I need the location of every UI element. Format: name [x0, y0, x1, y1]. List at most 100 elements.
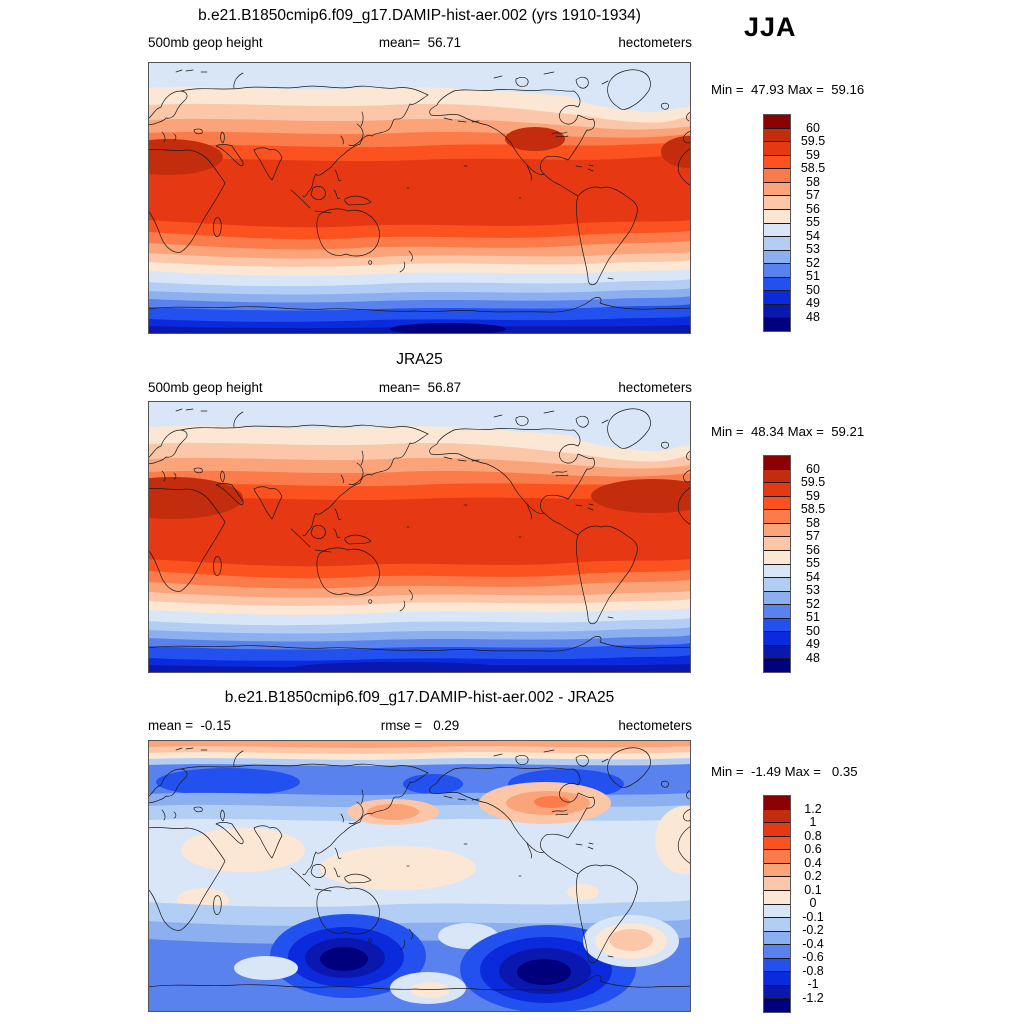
panel1-mean-label: mean= 56.71 [378, 35, 462, 50]
colorbar-cell [764, 877, 790, 891]
colorbar-tick-label: 55 [806, 556, 820, 570]
colorbar-tick-label: 51 [806, 610, 820, 624]
colorbar-tick-label: 0.4 [804, 855, 822, 870]
panel2-units-label: hectometers [618, 380, 692, 395]
colorbar-tick-label: 52 [806, 255, 820, 270]
panel3-rmse-label: rmse = 0.29 [380, 718, 460, 733]
colorbar-tick-label: 55 [806, 215, 820, 229]
colorbar-cell [764, 142, 790, 156]
panel1-minmax: Min = 47.93 Max = 59.16 [711, 82, 865, 97]
panel1-colorbar: 60 59.5 59 58.5 58 57 56 55 54 53 52 51 50 49 48 [763, 114, 839, 332]
colorbar-tick-label: 60 [806, 120, 820, 135]
colorbar-cell [764, 304, 790, 319]
colorbar-cell [764, 496, 790, 511]
colorbar-tick-label: 56 [806, 201, 820, 216]
panel2-stats-row: 500mb geop height mean= 56.87 hectometer… [148, 380, 692, 395]
colorbar-tick-label: 59.5 [800, 475, 826, 489]
panel1-units-label: hectometers [618, 35, 692, 50]
panel1-colorbar-cells [763, 114, 791, 332]
colorbar-tick-label: 0.6 [804, 842, 822, 856]
colorbar-tick-label: 52 [806, 596, 820, 611]
colorbar-cell [764, 985, 790, 1000]
colorbar-cell [764, 999, 790, 1012]
colorbar-cell [764, 128, 790, 143]
colorbar-cell [764, 196, 790, 210]
colorbar-cell [764, 169, 790, 183]
colorbar-cell [764, 850, 790, 864]
colorbar-tick-label: 48 [806, 309, 820, 324]
colorbar-tick-label: 0.1 [804, 882, 822, 897]
panel3-units-label: hectometers [618, 718, 692, 733]
colorbar-cell [764, 550, 790, 565]
colorbar-tick-label: 0 [809, 896, 817, 910]
panel1-colorbar-labels: 60 59.5 59 58.5 58 57 56 55 54 53 52 51 50 49 48 [791, 114, 835, 330]
colorbar-cell [764, 836, 790, 851]
colorbar-cell [764, 223, 790, 238]
colorbar-cell [764, 456, 790, 470]
panel2-mean-label: mean= 56.87 [378, 380, 462, 395]
colorbar-tick-label: 0.2 [804, 869, 822, 883]
panel2-colorbar: 60 59.5 59 58.5 58 57 56 55 54 53 52 51 50 49 48 [763, 455, 839, 673]
map-reference [148, 401, 691, 673]
panel1-stats-row: 500mb geop height mean= 56.71 hectometer… [148, 35, 692, 50]
colorbar-tick-label: -1.2 [802, 990, 824, 1005]
colorbar-tick-label: 56 [806, 542, 820, 557]
panel2-colorbar-labels: 60 59.5 59 58.5 58 57 56 55 54 53 52 51 50 49 48 [791, 455, 835, 671]
colorbar-cell [764, 291, 790, 305]
colorbar-cell [764, 796, 790, 810]
colorbar-tick-label: 1.2 [804, 801, 822, 816]
panel3-minmax: Min = -1.49 Max = 0.35 [711, 764, 858, 779]
panel3-colorbar-cells [763, 795, 791, 1013]
colorbar-cell [764, 182, 790, 197]
colorbar-tick-label: -0.6 [802, 950, 824, 964]
colorbar-tick-label: 53 [806, 242, 820, 256]
panel2-variable-label: 500mb geop height [148, 380, 263, 395]
panel2-minmax: Min = 48.34 Max = 59.21 [711, 424, 865, 439]
colorbar-cell [764, 863, 790, 878]
panel3-mean-label: mean = -0.15 [148, 718, 231, 733]
colorbar-cell [764, 578, 790, 592]
colorbar-cell [764, 250, 790, 265]
panel2-colorbar-cells [763, 455, 791, 673]
colorbar-tick-label: 53 [806, 583, 820, 597]
colorbar-cell [764, 645, 790, 660]
colorbar-cell [764, 115, 790, 129]
colorbar-cell [764, 591, 790, 606]
colorbar-cell [764, 510, 790, 524]
colorbar-cell [764, 483, 790, 497]
map-difference [148, 740, 691, 1012]
colorbar-cell [764, 564, 790, 579]
colorbar-tick-label: 58 [806, 174, 820, 189]
panel3-colorbar-labels: 1.2 1 0.8 0.6 0.4 0.2 0.1 0 -0.1 -0.2 -0.4 -0.6 -0.8… [791, 795, 835, 1011]
colorbar-cell [764, 904, 790, 919]
colorbar-tick-label: -0.1 [802, 909, 824, 924]
colorbar-tick-label: 59 [806, 488, 820, 503]
colorbar-tick-label: 49 [806, 296, 820, 310]
colorbar-tick-label: -1 [807, 977, 819, 991]
colorbar-tick-label: 50 [806, 623, 820, 638]
colorbar-tick-label: 58.5 [800, 502, 826, 516]
colorbar-tick-label: 51 [806, 269, 820, 283]
colorbar-cell [764, 823, 790, 837]
colorbar-cell [764, 537, 790, 551]
map-model [148, 62, 691, 334]
colorbar-tick-label: 48 [806, 650, 820, 665]
colorbar-cell [764, 972, 790, 986]
colorbar-cell [764, 264, 790, 278]
colorbar-tick-label: -0.4 [802, 936, 824, 951]
colorbar-cell [764, 918, 790, 932]
colorbar-tick-label: 58 [806, 515, 820, 530]
colorbar-tick-label: 54 [806, 228, 820, 243]
colorbar-cell [764, 318, 790, 331]
colorbar-tick-label: 0.8 [804, 828, 822, 843]
colorbar-cell [764, 209, 790, 224]
colorbar-tick-label: 60 [806, 461, 820, 476]
colorbar-tick-label: -0.8 [802, 963, 824, 978]
colorbar-tick-label: 54 [806, 569, 820, 584]
colorbar-cell [764, 659, 790, 672]
panel2-title: JRA25 [396, 351, 443, 368]
colorbar-tick-label: 1 [809, 815, 817, 829]
colorbar-cell [764, 632, 790, 646]
panel1-title: b.e21.B1850cmip6.f09_g17.DAMIP-hist-aer.… [198, 7, 641, 24]
